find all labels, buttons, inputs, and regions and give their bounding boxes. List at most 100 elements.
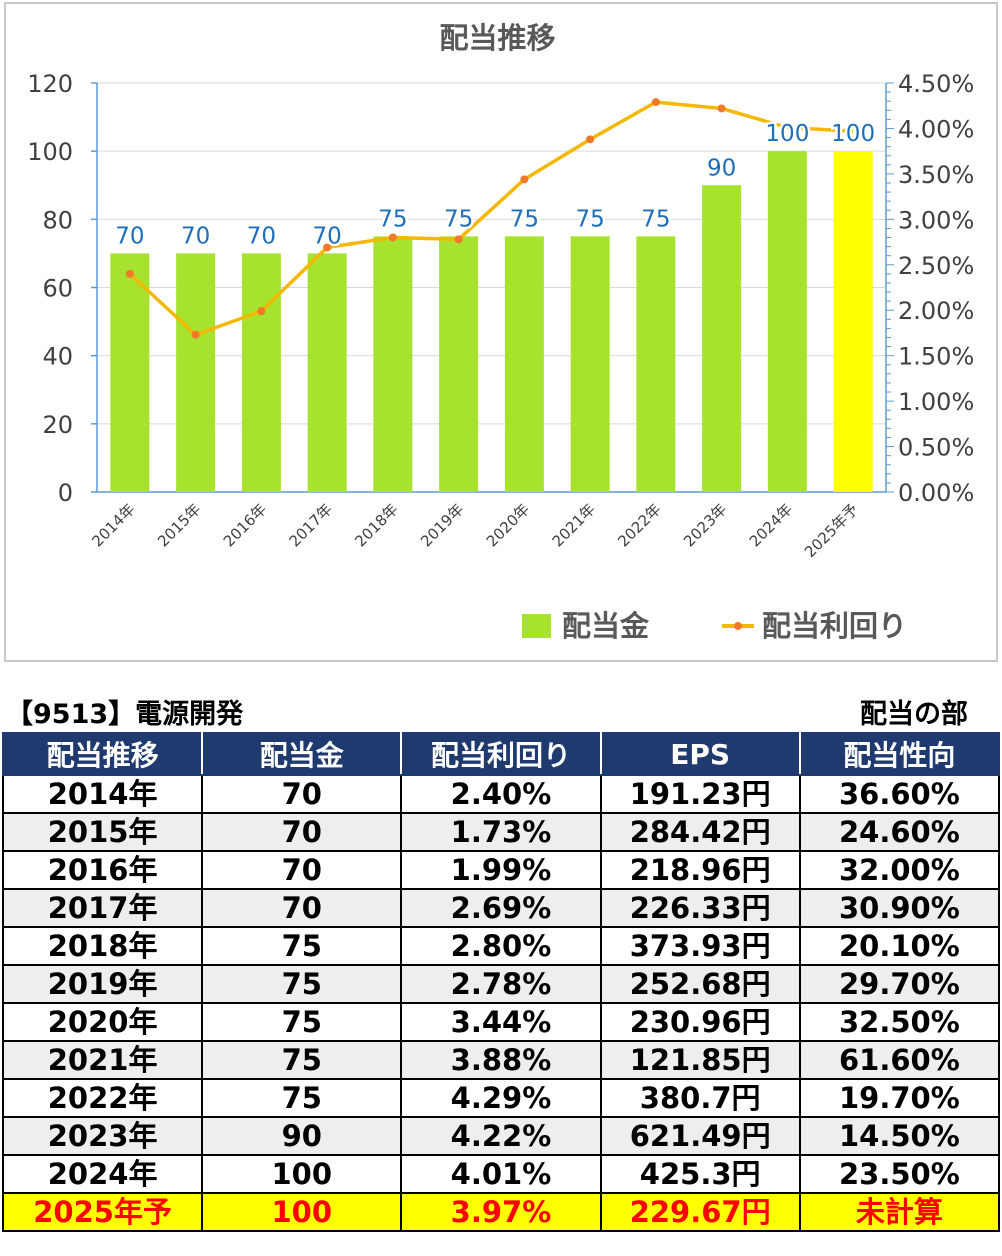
legend-line-label: 配当利回り — [762, 609, 907, 643]
yield-line — [128, 100, 854, 337]
cell-year: 2015年 — [1, 812, 204, 852]
bar — [833, 151, 873, 492]
table-row-forecast: 2025年予 100 3.97% 229.67円 未計算 — [1, 1192, 1001, 1232]
cell-yield: 2.69% — [400, 888, 602, 928]
cell-payout: 20.10% — [798, 926, 1001, 966]
right-axis-tick-label: 2.00% — [898, 297, 974, 325]
cell-eps: 230.96円 — [599, 1002, 801, 1042]
table-row: 2021年 75 3.88% 121.85円 61.60% — [1, 1040, 1001, 1080]
x-tick-label: 2023年 — [680, 500, 730, 550]
bar-data-label: 70 — [247, 223, 276, 249]
cell-year: 2020年 — [1, 1002, 204, 1042]
bar-data-label: 100 — [831, 121, 875, 147]
cell-payout: 14.50% — [798, 1116, 1001, 1156]
bar — [373, 236, 413, 492]
cell-eps: 380.7円 — [599, 1078, 801, 1118]
yield-point — [586, 135, 595, 144]
cell-yield: 3.97% — [400, 1192, 602, 1232]
section-label: 配当の部 — [860, 699, 968, 730]
cell-yield: 4.29% — [400, 1078, 602, 1118]
cell-yield: 2.78% — [400, 964, 602, 1004]
bar — [110, 253, 150, 492]
cell-yield: 3.88% — [400, 1040, 602, 1080]
header-payout: 配当性向 — [798, 732, 1001, 776]
bar — [636, 236, 676, 492]
cell-payout: 24.60% — [798, 812, 1001, 852]
cell-yield: 4.01% — [400, 1154, 602, 1194]
table-row: 2018年 75 2.80% 373.93円 20.10% — [1, 926, 1001, 966]
bar-data-label: 75 — [575, 206, 604, 232]
x-tick-label: 2016年 — [220, 500, 270, 550]
yield-point — [191, 330, 200, 339]
bar-data-label: 90 — [707, 155, 736, 181]
right-axis-tick-label: 0.50% — [898, 434, 974, 462]
x-tick-label: 2018年 — [351, 500, 401, 550]
header-yield: 配当利回り — [400, 732, 602, 776]
cell-eps: 373.93円 — [599, 926, 801, 966]
cell-payout: 61.60% — [798, 1040, 1001, 1080]
yield-point — [323, 243, 332, 252]
x-tick-label: 2021年 — [549, 500, 599, 550]
cell-year: 2017年 — [1, 888, 204, 928]
cell-payout: 30.90% — [798, 888, 1001, 928]
bar — [241, 253, 281, 492]
cell-yield: 1.73% — [400, 812, 602, 852]
cell-payout: 23.50% — [798, 1154, 1001, 1194]
table-row: 2019年 75 2.78% 252.68円 29.70% — [1, 964, 1001, 1004]
x-tick-label: 2025年予 — [801, 500, 862, 561]
cell-year: 2018年 — [1, 926, 204, 966]
cell-dividend: 70 — [201, 774, 403, 814]
x-tick-label: 2015年 — [154, 500, 204, 550]
cell-eps: 425.3円 — [599, 1154, 801, 1194]
x-tick-label: 2014年 — [88, 500, 138, 550]
cell-eps: 284.42円 — [599, 812, 801, 852]
bar-data-label: 75 — [510, 206, 539, 232]
bar-data-label: 100 — [765, 121, 809, 147]
cell-dividend: 75 — [201, 1040, 403, 1080]
left-axis-tick-label: 100 — [27, 138, 73, 166]
right-axis-tick-label: 2.50% — [898, 252, 974, 280]
cell-yield: 2.80% — [400, 926, 602, 966]
cell-dividend: 70 — [201, 812, 403, 852]
table-row: 2024年 100 4.01% 425.3円 23.50% — [1, 1154, 1001, 1194]
bar-data-label: 75 — [378, 206, 407, 232]
cell-dividend: 100 — [201, 1192, 403, 1232]
cell-yield: 1.99% — [400, 850, 602, 890]
right-axis-tick-label: 4.50% — [898, 70, 974, 98]
bar — [439, 236, 479, 492]
cell-year: 2016年 — [1, 850, 204, 890]
cell-dividend: 75 — [201, 1002, 403, 1042]
cell-payout: 36.60% — [798, 774, 1001, 814]
cell-dividend: 70 — [201, 850, 403, 890]
cell-eps: 252.68円 — [599, 964, 801, 1004]
cell-year: 2022年 — [1, 1078, 204, 1118]
bar-data-label: 70 — [115, 223, 144, 249]
right-axis-tick-label: 4.00% — [898, 115, 974, 143]
table-row: 2014年 70 2.40% 191.23円 36.60% — [1, 774, 1001, 814]
cell-yield: 2.40% — [400, 774, 602, 814]
cell-year: 2019年 — [1, 964, 204, 1004]
cell-eps: 229.67円 — [599, 1192, 801, 1232]
left-axis-tick-label: 60 — [42, 275, 73, 303]
cell-year: 2021年 — [1, 1040, 204, 1080]
bar-data-label: 75 — [641, 206, 670, 232]
cell-dividend: 75 — [201, 964, 403, 1004]
yield-point — [651, 98, 660, 107]
cell-payout: 32.50% — [798, 1002, 1001, 1042]
yield-point — [125, 269, 134, 278]
cell-yield: 4.22% — [400, 1116, 602, 1156]
table-row: 2017年 70 2.69% 226.33円 30.90% — [1, 888, 1001, 928]
dividend-chart: 配当推移 0 20 40 60 80 100 120 0.00% 0.50% 1.00% 1.50% 2… — [4, 2, 998, 662]
header-eps: EPS — [599, 732, 801, 776]
cell-year: 2023年 — [1, 1116, 204, 1156]
yield-point — [520, 175, 529, 184]
legend-line-marker — [734, 622, 742, 630]
cell-eps: 621.49円 — [599, 1116, 801, 1156]
bar-data-label: 70 — [312, 223, 341, 249]
left-axis-tick-label: 20 — [42, 411, 73, 439]
table-header-row: 配当推移 配当金 配当利回り EPS 配当性向 — [1, 732, 1001, 776]
cell-dividend: 100 — [201, 1154, 403, 1194]
cell-year: 2014年 — [1, 774, 204, 814]
cell-eps: 226.33円 — [599, 888, 801, 928]
cell-eps: 218.96円 — [599, 850, 801, 890]
